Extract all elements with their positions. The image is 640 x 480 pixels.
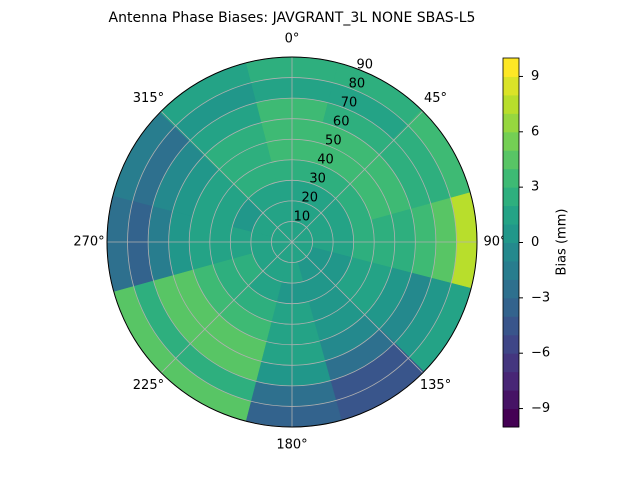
colorbar-band [503, 279, 519, 299]
colorbar-band [503, 58, 519, 77]
axes: 1020304050607080900°45°90°135°180°225°27… [73, 32, 569, 453]
r-tick-label: 90 [357, 58, 374, 73]
r-tick-label: 70 [341, 96, 358, 111]
colorbar-label: Bias (mm) [555, 209, 570, 276]
grid-spoke [160, 241, 293, 374]
r-tick-label: 10 [294, 210, 311, 225]
colorbar-band [503, 242, 519, 262]
theta-tick-label: 0° [285, 32, 300, 47]
theta-tick-label: 90° [483, 235, 506, 250]
colorbar-band [503, 353, 519, 373]
colorbar-band [503, 131, 519, 151]
colorbar-band [503, 390, 519, 410]
colorbar-band [503, 408, 519, 428]
colorbar-tick-label: 6 [531, 124, 539, 139]
colorbar-tick-label: 9 [531, 69, 539, 84]
colorbar-tick-label: −6 [531, 346, 550, 361]
colorbar-tick-label: 0 [531, 235, 539, 250]
r-tick-label: 40 [317, 153, 334, 168]
colorbar-band [503, 94, 519, 114]
r-tick-label: 20 [301, 191, 318, 206]
r-tick-label: 30 [309, 172, 326, 187]
colorbar-tick-label: −3 [531, 290, 550, 305]
colorbar-band [503, 334, 519, 354]
grid-spoke [291, 241, 424, 374]
colorbar-band [503, 205, 519, 225]
theta-tick-label: 45° [424, 91, 447, 106]
theta-tick-label: 315° [133, 91, 164, 106]
r-tick-label: 50 [325, 134, 342, 149]
polar-frame [106, 56, 478, 428]
colorbar-band [503, 150, 519, 170]
colorbar-band [503, 168, 519, 188]
theta-tick-label: 180° [276, 438, 307, 453]
colorbar-band [503, 316, 519, 336]
colorbar-band [503, 187, 519, 207]
colorbar-tick-label: −9 [531, 401, 550, 416]
colorbar-band [503, 297, 519, 317]
colorbar-band [503, 224, 519, 243]
chart-title: Antenna Phase Biases: JAVGRANT_3L NONE S… [109, 10, 476, 26]
theta-tick-label: 135° [420, 378, 451, 393]
colorbar-band [503, 260, 519, 280]
grid-spoke [291, 110, 424, 243]
colorbar-band [503, 371, 519, 391]
grid-spoke [160, 110, 293, 243]
colorbar-band [503, 113, 519, 133]
r-tick-label: 80 [349, 77, 366, 92]
r-tick-label: 60 [333, 115, 350, 130]
colorbar-band [503, 76, 519, 96]
theta-tick-label: 225° [133, 378, 164, 393]
colorbar-tick-label: 3 [531, 180, 539, 195]
theta-tick-label: 270° [73, 235, 104, 250]
